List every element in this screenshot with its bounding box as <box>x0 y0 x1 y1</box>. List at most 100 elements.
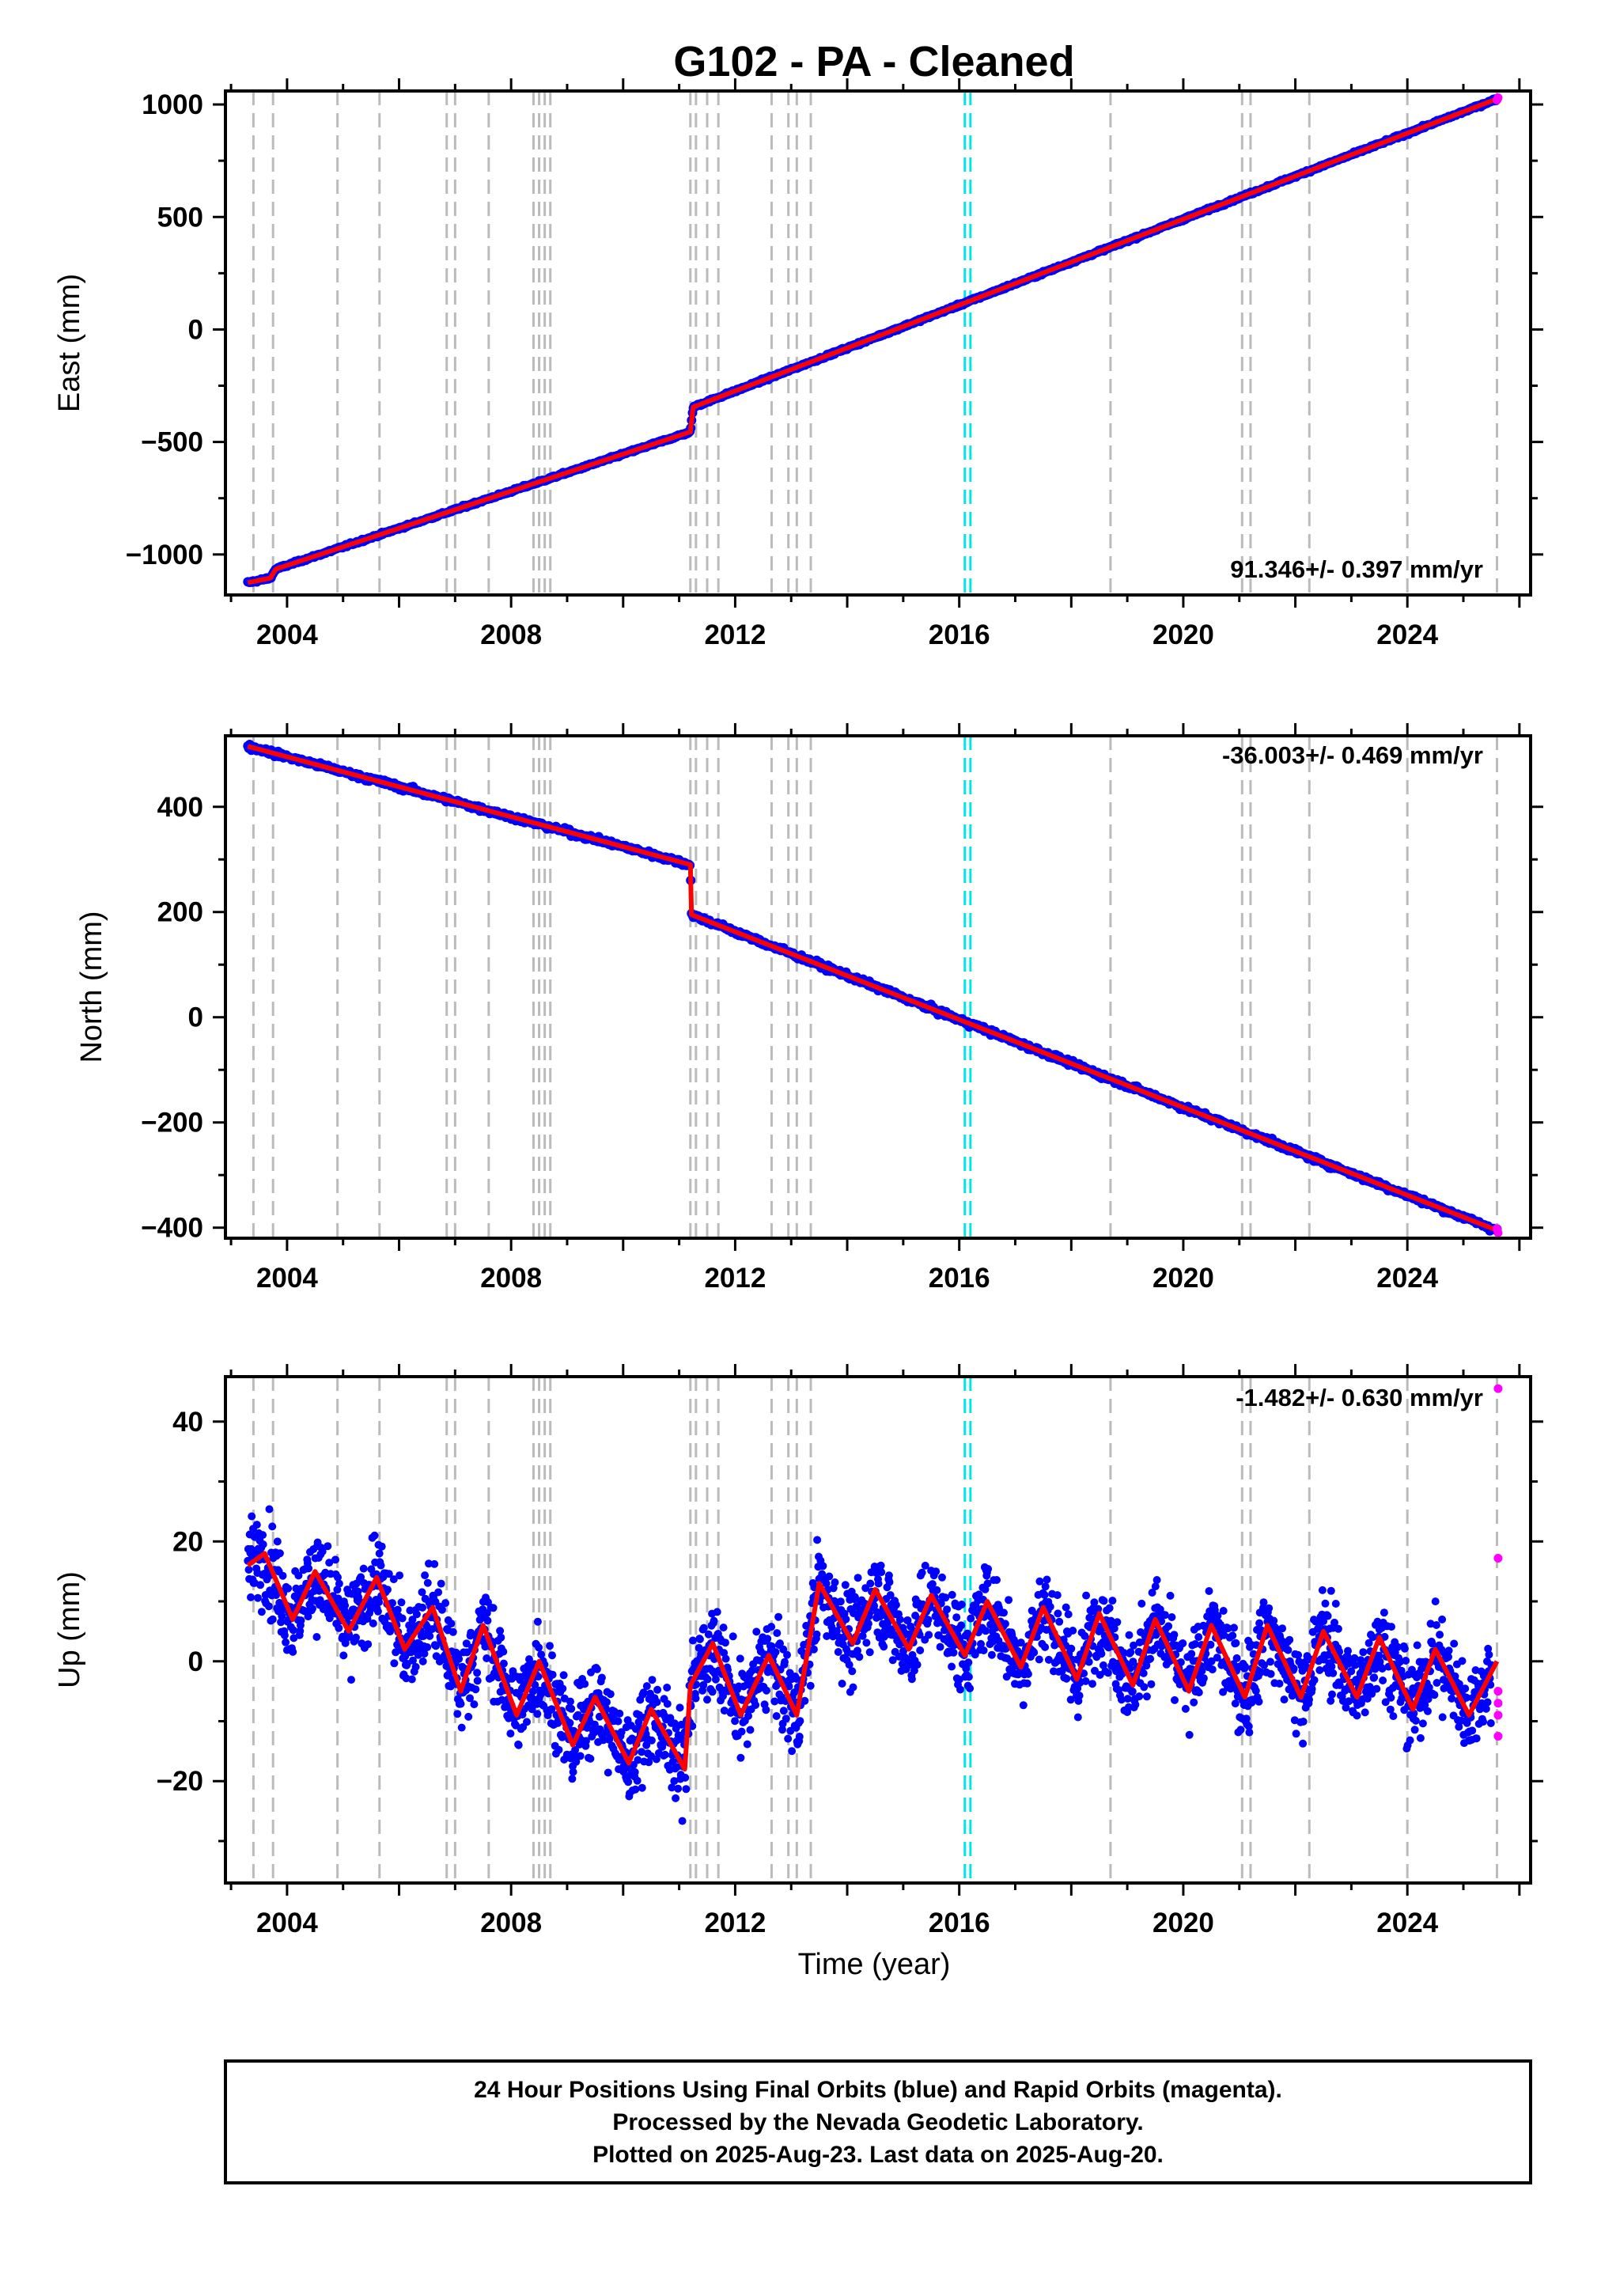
final-orbit-point <box>781 1658 789 1666</box>
final-orbit-point <box>335 1579 343 1588</box>
final-orbit-point <box>848 1667 857 1676</box>
final-orbit-point <box>865 1648 874 1657</box>
final-orbit-point <box>647 1736 656 1745</box>
y-tick-label: 1000 <box>142 89 203 120</box>
final-orbit-point <box>412 1610 421 1619</box>
final-orbit-point <box>617 1728 626 1737</box>
final-orbit-point <box>506 1730 515 1738</box>
final-orbit-point <box>397 1598 406 1607</box>
final-orbit-point <box>884 1571 893 1580</box>
final-orbit-point <box>785 1682 793 1691</box>
final-orbit-point <box>449 1627 457 1636</box>
final-orbit-point <box>767 1623 776 1631</box>
final-orbit-point <box>634 1756 642 1764</box>
final-orbit-point <box>763 1635 772 1643</box>
final-orbit-point <box>534 1673 543 1681</box>
final-orbit-point <box>964 1673 973 1681</box>
final-orbit-point <box>822 1579 831 1588</box>
final-orbit-point <box>1055 1617 1064 1626</box>
final-orbit-point <box>268 1522 277 1531</box>
final-orbit-point <box>456 1699 465 1708</box>
panel-plot-area <box>243 736 1502 1238</box>
final-orbit-point <box>289 1647 297 1656</box>
final-orbit-point <box>771 1648 780 1657</box>
final-orbit-point <box>375 1598 384 1606</box>
final-orbit-point <box>1100 1597 1108 1605</box>
model-fit-line <box>247 744 1498 1233</box>
final-orbit-point <box>407 1648 415 1657</box>
final-orbit-point <box>774 1612 783 1621</box>
final-orbit-point <box>691 1694 700 1703</box>
final-orbit-point <box>1097 1650 1106 1658</box>
final-orbit-point <box>703 1675 712 1684</box>
final-orbit-point <box>663 1684 672 1692</box>
final-orbit-point <box>800 1696 809 1705</box>
final-orbit-point <box>282 1638 290 1646</box>
final-orbit-point <box>576 1752 585 1760</box>
final-orbit-point <box>483 1616 492 1625</box>
final-orbit-point <box>533 1710 542 1718</box>
final-orbit-point <box>983 1579 992 1588</box>
final-orbit-point <box>788 1747 797 1756</box>
final-orbit-point <box>335 1623 343 1632</box>
final-orbit-point <box>535 1643 543 1652</box>
final-orbit-point <box>710 1616 718 1625</box>
final-orbit-point <box>870 1601 879 1610</box>
final-orbit-point <box>850 1593 859 1601</box>
final-orbit-point <box>305 1564 313 1573</box>
final-orbit-point <box>957 1601 966 1608</box>
final-orbit-point <box>767 1642 776 1650</box>
panel-plot-area <box>244 1377 1500 1883</box>
final-orbit-point <box>1053 1591 1062 1600</box>
final-orbit-point <box>1168 1613 1176 1621</box>
final-orbit-point <box>1125 1631 1134 1639</box>
final-orbit-point <box>471 1685 480 1694</box>
final-orbit-point <box>1035 1655 1043 1664</box>
final-orbit-point <box>784 1734 793 1743</box>
final-orbit-point <box>778 1726 786 1734</box>
final-orbit-point <box>858 1631 867 1640</box>
final-orbit-point <box>614 1717 623 1726</box>
final-orbit-point <box>569 1767 577 1776</box>
final-orbit-point <box>447 1620 456 1628</box>
final-orbit-point <box>634 1718 643 1726</box>
final-orbit-point <box>331 1555 339 1564</box>
final-orbit-point <box>528 1687 537 1695</box>
final-orbit-point <box>334 1573 342 1582</box>
final-orbit-point <box>796 1717 804 1726</box>
final-orbit-point <box>853 1574 862 1582</box>
final-orbit-point <box>721 1639 729 1647</box>
final-orbit-point <box>1084 1658 1093 1666</box>
final-orbit-point <box>708 1688 717 1696</box>
final-orbit-point <box>546 1642 554 1650</box>
final-orbit-point <box>581 1680 589 1688</box>
final-orbit-point <box>528 1694 537 1703</box>
final-orbit-point <box>396 1571 404 1580</box>
final-orbit-point <box>1005 1596 1013 1605</box>
final-orbit-point <box>566 1718 574 1727</box>
final-orbit-point <box>891 1601 900 1609</box>
final-orbit-point <box>418 1588 426 1597</box>
final-orbit-point <box>938 1573 946 1582</box>
y-tick-label: −200 <box>141 1108 203 1139</box>
final-orbit-point <box>756 1657 765 1665</box>
final-orbit-point <box>1148 1589 1156 1597</box>
final-orbit-point <box>1024 1669 1032 1678</box>
final-orbit-point <box>782 1714 790 1723</box>
final-orbit-point <box>925 1631 933 1639</box>
final-orbit-point <box>411 1662 420 1671</box>
final-orbit-point <box>375 1549 384 1558</box>
final-orbit-point <box>590 1720 599 1729</box>
final-orbit-point <box>838 1680 846 1688</box>
final-orbit-point <box>1152 1576 1161 1584</box>
final-orbit-point <box>672 1794 680 1802</box>
final-orbit-point <box>1001 1620 1009 1628</box>
final-orbit-point <box>373 1607 382 1616</box>
final-orbit-point <box>248 1512 256 1521</box>
final-orbit-point <box>849 1683 857 1692</box>
final-orbit-point <box>682 1785 691 1794</box>
final-orbit-point <box>1066 1695 1075 1704</box>
final-orbit-point <box>278 1571 287 1580</box>
final-orbit-point <box>772 1712 781 1720</box>
final-orbit-point <box>1075 1692 1084 1700</box>
